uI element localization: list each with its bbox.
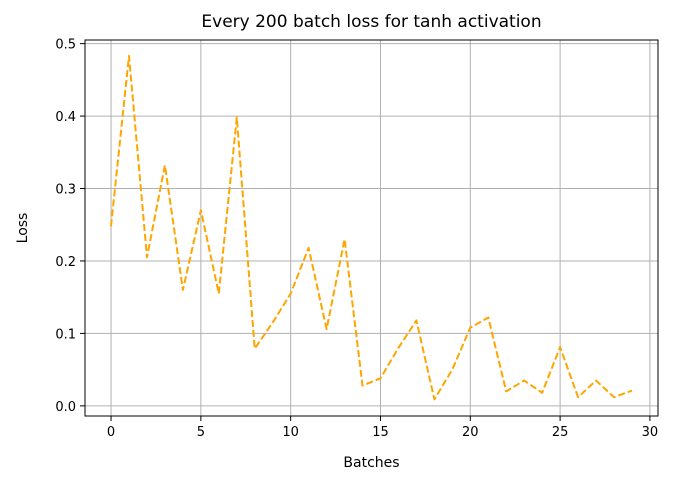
series-line-0 [110, 54, 633, 401]
x-tick-label: 30 [642, 425, 659, 440]
grid [85, 40, 658, 416]
y-tick-label: 0.1 [55, 327, 76, 342]
y-tick-label: 0.0 [55, 400, 76, 415]
y-tick-label: 0.4 [55, 110, 76, 125]
x-tick-label: 0 [107, 425, 115, 440]
y-tick-label: 0.2 [55, 255, 76, 270]
chart-title: Every 200 batch loss for tanh activation [201, 12, 541, 32]
x-tick-label: 20 [462, 425, 479, 440]
x-axis-label: Batches [343, 455, 399, 471]
y-axis-label: Loss [15, 213, 31, 244]
x-tick-label: 15 [372, 425, 389, 440]
y-tick-label: 0.5 [55, 38, 76, 53]
x-tick-label: 25 [552, 425, 569, 440]
y-tick-label: 0.3 [55, 183, 76, 198]
x-tick-label: 10 [282, 425, 299, 440]
ticks: 0 5 10 15 20 25 30 0.0 0.1 0.2 0.3 0.4 0.5 [55, 38, 658, 440]
axes-frame [84, 39, 659, 417]
series-layer [110, 54, 633, 401]
x-tick-label: 5 [197, 425, 205, 440]
